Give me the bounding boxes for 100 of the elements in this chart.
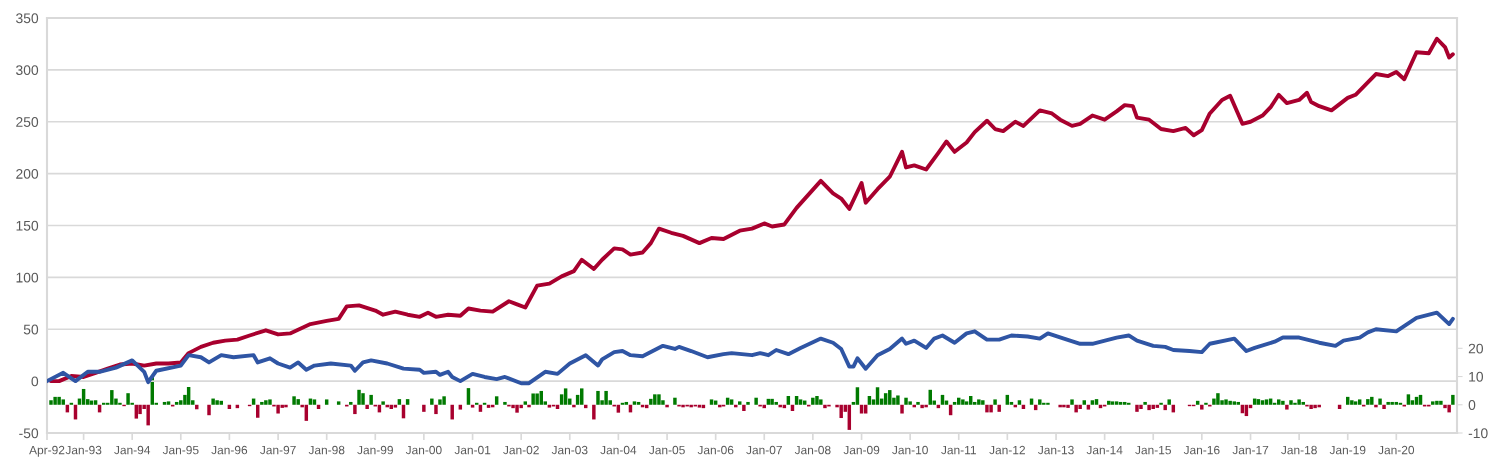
bar <box>697 404 702 408</box>
y-tick-label: -50 <box>19 428 39 439</box>
bar <box>1285 404 1289 410</box>
bar <box>126 393 130 405</box>
bar <box>1118 401 1123 405</box>
bar <box>519 404 523 409</box>
bar <box>1313 404 1317 409</box>
line-series <box>47 310 1455 386</box>
bar <box>1378 398 1382 405</box>
bar <box>349 401 353 405</box>
bar <box>1082 400 1086 405</box>
y2-tick-label: 0 <box>1468 400 1476 410</box>
bar <box>49 400 53 405</box>
bar <box>867 396 872 405</box>
bar <box>1406 394 1411 405</box>
bar <box>393 404 398 408</box>
bar <box>494 396 499 405</box>
bar <box>1277 399 1281 405</box>
bar <box>1439 400 1443 405</box>
bar <box>1451 394 1455 405</box>
bar <box>1139 404 1143 409</box>
bar <box>1147 404 1151 411</box>
bar <box>1394 401 1399 405</box>
bar <box>1163 404 1167 411</box>
bar <box>977 399 981 405</box>
x-tick-label: Jan-97 <box>260 445 296 455</box>
bar <box>993 399 997 405</box>
bar <box>636 401 641 405</box>
bar <box>896 395 900 405</box>
y2-tick-label: 10 <box>1469 371 1484 382</box>
bar <box>888 390 892 405</box>
bar <box>624 401 629 405</box>
x-tick-label: Jan-11 <box>941 445 976 455</box>
x-tick-label: Jan-08 <box>794 445 831 455</box>
bar <box>260 401 264 405</box>
bar <box>215 400 219 405</box>
bar <box>422 404 426 412</box>
x-tick-label: Jan-07 <box>746 445 782 455</box>
bar <box>649 398 653 405</box>
bar <box>1366 399 1370 405</box>
x-tick-label: Jan-16 <box>1183 445 1220 455</box>
x-tick-label: Jan-18 <box>1281 445 1317 455</box>
bar <box>438 399 442 405</box>
bar <box>1443 404 1447 409</box>
y-tick-label: 100 <box>16 272 39 283</box>
x-tick-label: Jan-93 <box>65 445 102 455</box>
bar <box>207 404 211 416</box>
bar <box>815 396 819 405</box>
bar <box>211 398 215 405</box>
bar <box>1114 401 1119 405</box>
bar <box>883 393 888 405</box>
y-tick-label: 200 <box>16 168 39 179</box>
bar <box>312 399 317 405</box>
y-tick-label: 0 <box>31 376 39 387</box>
bar <box>357 389 361 405</box>
y2-tick-label: 20 <box>1468 343 1484 354</box>
bar <box>952 401 957 405</box>
x-tick-label: Jan-04 <box>600 445 637 455</box>
bar <box>1224 399 1228 405</box>
bar <box>904 397 908 405</box>
bar <box>1143 401 1147 405</box>
y-tick-label: 250 <box>16 117 39 127</box>
bar <box>1390 401 1394 405</box>
x-tick-label: Jan-99 <box>357 445 393 455</box>
bar <box>1074 404 1078 413</box>
bar <box>774 401 778 405</box>
bar <box>381 401 385 405</box>
bar <box>1297 399 1301 405</box>
bar <box>296 399 300 405</box>
x-tick-label: Jan-94 <box>114 445 151 455</box>
bar <box>1066 404 1070 408</box>
bar <box>523 401 528 405</box>
bar <box>997 404 1001 412</box>
bar <box>93 400 98 405</box>
bar <box>811 397 815 405</box>
bar <box>1216 393 1220 405</box>
bar <box>596 390 600 405</box>
bar <box>1070 399 1074 405</box>
x-tick-label: Jan-19 <box>1329 445 1366 455</box>
bar <box>53 396 57 405</box>
bar <box>434 404 438 415</box>
bar <box>989 404 993 413</box>
bar <box>859 404 864 414</box>
bar <box>166 401 171 405</box>
x-tick-label: Jan-96 <box>211 445 248 455</box>
bar <box>1260 400 1265 405</box>
bar <box>1264 399 1269 405</box>
bar <box>138 404 142 415</box>
bar <box>908 401 912 405</box>
x-tick-label: Jan-06 <box>697 445 734 455</box>
bar <box>450 404 454 420</box>
bar <box>900 404 904 414</box>
bar <box>430 398 434 405</box>
bar <box>819 399 823 405</box>
bar <box>1017 400 1022 405</box>
bar <box>592 404 596 420</box>
x-tick-label: Jan-02 <box>503 445 539 455</box>
bar <box>770 398 774 405</box>
bar <box>742 404 746 411</box>
bar <box>823 404 827 409</box>
